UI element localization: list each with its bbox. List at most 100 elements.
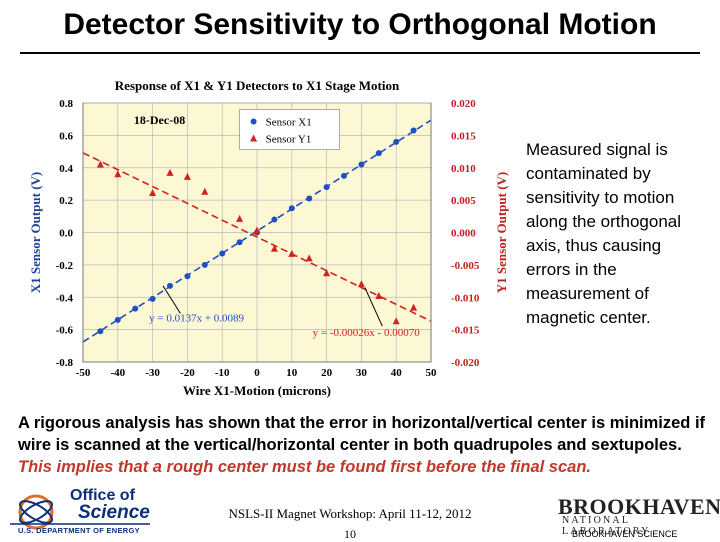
y-right-tick-label: -0.020 <box>451 357 480 369</box>
x1-data-point <box>97 328 104 335</box>
y1-data-point <box>201 187 209 195</box>
atom-orbit-icon <box>18 494 54 530</box>
y1-data-point <box>96 160 104 168</box>
trendline-x1-leader <box>162 285 181 314</box>
y-right-tick-label: -0.005 <box>451 260 480 272</box>
y-right-tick-label: -0.010 <box>451 292 480 304</box>
brookhaven-logo: BROOKHAVEN <box>558 494 720 519</box>
y-left-tick-label: 0.2 <box>59 195 73 207</box>
trendlines <box>82 119 432 343</box>
y-right-tick-label: 0.020 <box>451 98 476 110</box>
x1-data-point <box>236 239 243 246</box>
y1-data-point <box>114 170 122 178</box>
y-left-tick-label: -0.6 <box>56 325 74 337</box>
y1-data-point <box>288 249 296 257</box>
science-label: Science <box>78 502 150 523</box>
x1-data-point <box>375 150 382 157</box>
legend-x1-label: Sensor X1 <box>266 116 312 128</box>
x1-data-point <box>149 295 156 302</box>
x-tick-label: -20 <box>180 367 195 379</box>
x-tick-label: -10 <box>215 367 230 379</box>
data-marks <box>96 127 418 335</box>
y1-data-point <box>323 269 331 277</box>
x-tick-label: -50 <box>76 367 91 379</box>
y1-data-point <box>166 168 174 176</box>
x1-data-point <box>271 216 278 223</box>
x1-data-point <box>184 273 191 280</box>
x1-data-point <box>167 282 173 289</box>
side-note: Measured signal is contaminated by sensi… <box>526 140 682 327</box>
chart-labels: -50 -40 -30 -20 -10 0 10 20 30 40 50 0.8 0.6 0.4 0.2 0.… <box>28 78 509 398</box>
x-tick-label: 50 <box>426 367 438 379</box>
x1-data-point <box>341 172 347 179</box>
analysis-paragraph: A rigorous analysis has shown that the e… <box>18 412 713 478</box>
x-tick-label: -30 <box>145 367 160 379</box>
y-right-tick-label: 0.005 <box>451 195 476 207</box>
x1-data-point <box>219 250 226 257</box>
y-left-axis-label: X1 Sensor Output (V) <box>28 172 43 293</box>
y-right-tick-label: 0.015 <box>451 130 476 142</box>
x1-data-point <box>201 261 208 268</box>
axes <box>82 103 432 363</box>
trendline-y1-equation: y = -0.00026x - 0.00070 <box>313 327 421 339</box>
x-tick-label: -40 <box>110 367 125 379</box>
y1-data-point <box>305 254 313 262</box>
y1-data-point <box>270 244 278 252</box>
y-right-tick-label: 0.010 <box>451 163 476 175</box>
office-of-science-logo <box>10 494 150 530</box>
trendline-x1 <box>82 119 432 343</box>
analysis-text: A rigorous analysis has shown that the e… <box>18 414 706 454</box>
y-left-tick-label: -0.2 <box>56 260 74 272</box>
x1-data-point <box>393 138 400 145</box>
footer-workshop: NSLS-II Magnet Workshop: April 11-12, 20… <box>228 506 472 521</box>
x1-data-point <box>114 316 121 323</box>
x1-data-point <box>288 205 295 212</box>
x1-data-point <box>306 195 313 202</box>
trendline-x1-equation: y = 0.0137x + 0.0089 <box>149 313 244 325</box>
x-tick-label: 10 <box>286 367 298 379</box>
trendline-y1-leader <box>364 287 383 327</box>
y1-data-point <box>410 303 418 311</box>
title-rule <box>20 52 700 54</box>
legend-y1-label: Sensor Y1 <box>266 133 312 145</box>
atom-orbit-icon <box>19 500 53 524</box>
office-of-label: Office of <box>70 487 135 504</box>
x-tick-label: 30 <box>356 367 368 379</box>
legend-y1-marker <box>250 134 258 142</box>
legend-x1-marker <box>250 118 257 125</box>
y-right-tick-label: 0.000 <box>451 228 476 240</box>
x1-data-point <box>132 305 139 312</box>
y1-data-point <box>183 172 191 180</box>
y1-data-point <box>236 214 244 222</box>
x-tick-label: 40 <box>391 367 403 379</box>
y1-data-point <box>392 317 400 325</box>
y-left-tick-label: -0.4 <box>56 292 74 304</box>
legend-box <box>239 109 341 150</box>
date-label: 18-Dec-08 <box>134 113 185 127</box>
y-right-axis-label: Y1 Sensor Output (V) <box>494 172 509 293</box>
y1-data-point <box>253 226 261 234</box>
x-axis-label: Wire X1-Motion (microns) <box>183 383 331 398</box>
doe-label: U.S. DEPARTMENT OF ENERGY <box>18 526 140 535</box>
chart-title: Response of X1 & Y1 Detectors to X1 Stag… <box>115 78 400 93</box>
y-left-tick-label: 0.0 <box>59 228 73 240</box>
x1-data-point <box>323 184 330 191</box>
y-left-tick-label: 0.4 <box>59 163 73 175</box>
y-left-tick-label: 0.6 <box>59 130 73 142</box>
atom-orbit-icon <box>19 500 53 524</box>
brookhaven-science-label: BROOKHAVEN SCIENCE <box>572 529 678 539</box>
page-number: 10 <box>344 527 356 541</box>
y1-data-point <box>149 189 157 197</box>
y-right-tick-label: -0.015 <box>451 325 480 337</box>
x-tick-label: 20 <box>321 367 333 379</box>
y1-data-point <box>357 280 365 288</box>
analysis-implication: This implies that a rough center must be… <box>18 458 591 476</box>
y-left-tick-label: 0.8 <box>59 98 73 110</box>
trendline-y1 <box>82 152 432 322</box>
x1-data-point <box>358 161 365 168</box>
y1-data-point <box>375 291 383 299</box>
sensor-response-chart: -50 -40 -30 -20 -10 0 10 20 30 40 50 0.8 0.6 0.4 0.2 0.… <box>18 70 518 410</box>
national-laboratory-label: NATIONAL LABORATORY <box>562 515 651 537</box>
y-left-tick-label: -0.8 <box>56 357 74 369</box>
slide-title: Detector Sensitivity to Orthogonal Motio… <box>63 8 657 41</box>
